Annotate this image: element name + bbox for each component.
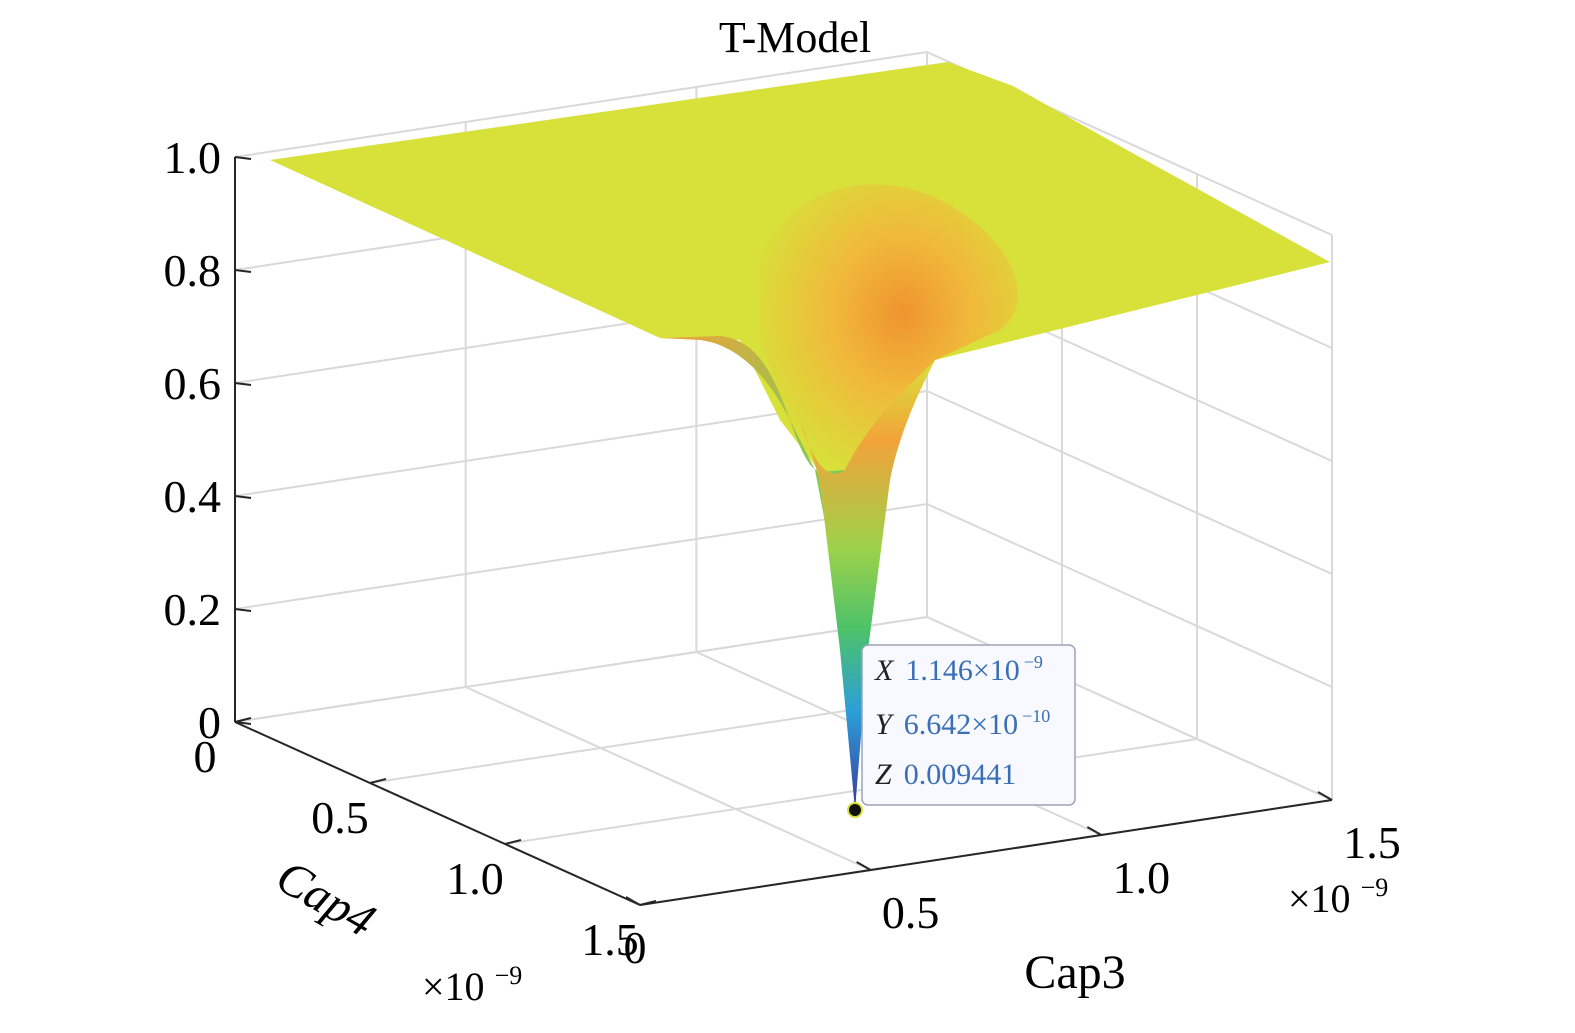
x-tick-0 (625, 896, 641, 906)
data-tip-y-power: −10 (1022, 706, 1050, 726)
surface-bowl (760, 184, 1018, 472)
y-axis-line (234, 721, 641, 906)
y-tick-label-2: 1.0 (446, 853, 504, 904)
x-tick-label-3: 1.5 (1343, 817, 1401, 868)
svg-text:X 1.146×10 −9: X 1.146×10 −9 (874, 652, 1043, 687)
y-tick-label-0: 0 (194, 731, 217, 782)
x-axis-line (639, 799, 1333, 906)
wall-grid-z-0 (234, 615, 1333, 801)
y-tick-1 (369, 778, 387, 784)
z-tick-4 (234, 269, 252, 273)
x-exponent-power: −9 (1361, 873, 1389, 902)
x-tick-1 (856, 861, 872, 871)
y-axis-exponent: ×10 −9 (422, 961, 522, 1009)
z-tick-label-0: 0 (198, 697, 221, 748)
data-tip-x-power: −9 (1024, 652, 1043, 672)
y-tick-label-3: 1.5 (581, 914, 639, 965)
chart-title: T-Model (719, 13, 871, 62)
data-tip: X 1.146×10 −9 Y 6.642×10 −10 Z 0.009441 (861, 644, 1076, 806)
y-tick-label-1: 0.5 (311, 792, 369, 843)
wall-grid-z-1 (234, 502, 1333, 688)
data-tip-z-key: Z (875, 758, 892, 791)
x-exponent-base: ×10 (1288, 876, 1351, 921)
surface-funnel (800, 360, 935, 810)
data-tip-z-value: 0.009441 (904, 758, 1017, 791)
z-tick-0 (234, 721, 252, 725)
wall-grid-z-5 (234, 50, 1333, 236)
z-tick-label-4: 0.8 (164, 245, 222, 296)
data-tip-y-key: Y (875, 708, 895, 741)
svg-text:Y 6.642×10 −10: Y 6.642×10 −10 (875, 706, 1050, 741)
y-axis-label: Cap4 (267, 850, 384, 948)
minimum-marker (847, 802, 863, 818)
z-tick-label-3: 0.6 (164, 358, 222, 409)
x-tick-3 (1317, 791, 1333, 801)
x-axis-label: Cap3 (1024, 946, 1125, 999)
floor-grid-x-1 (465, 686, 872, 871)
x-tick-label-0: 0 (624, 922, 647, 973)
z-tick-label-2: 0.4 (164, 471, 222, 522)
data-tip-x-key: X (874, 654, 895, 687)
x-tick-label-1: 0.5 (882, 887, 940, 938)
x-tick-2 (1086, 826, 1102, 836)
data-tip-box (861, 644, 1076, 806)
tick-labels: 00.51.01.500.51.01.500.20.40.60.81.0 (164, 132, 1401, 973)
x-axis-exponent: ×10 −9 (1288, 873, 1388, 921)
axes (234, 156, 1333, 906)
surface-plot (270, 62, 1330, 810)
y-tick-2 (504, 839, 522, 845)
y-tick-3 (639, 900, 657, 906)
z-tick-5 (234, 156, 252, 160)
y-exponent-power: −9 (495, 961, 523, 990)
x-tick-label-2: 1.0 (1113, 852, 1171, 903)
z-tick-label-1: 0.2 (164, 584, 222, 635)
data-tip-x-mantissa: 1.146×10 (905, 654, 1019, 687)
wall-grid-z-2 (234, 389, 1333, 575)
z-tick-3 (234, 382, 252, 386)
z-tick-label-5: 1.0 (164, 132, 222, 183)
z-tick-2 (234, 495, 252, 499)
floor-grid-y-2 (504, 738, 1198, 845)
data-tip-y-mantissa: 6.642×10 (904, 708, 1018, 741)
z-tick-1 (234, 608, 252, 612)
y-exponent-base: ×10 (422, 964, 485, 1009)
svg-text:Z 0.009441: Z 0.009441 (875, 758, 1016, 791)
